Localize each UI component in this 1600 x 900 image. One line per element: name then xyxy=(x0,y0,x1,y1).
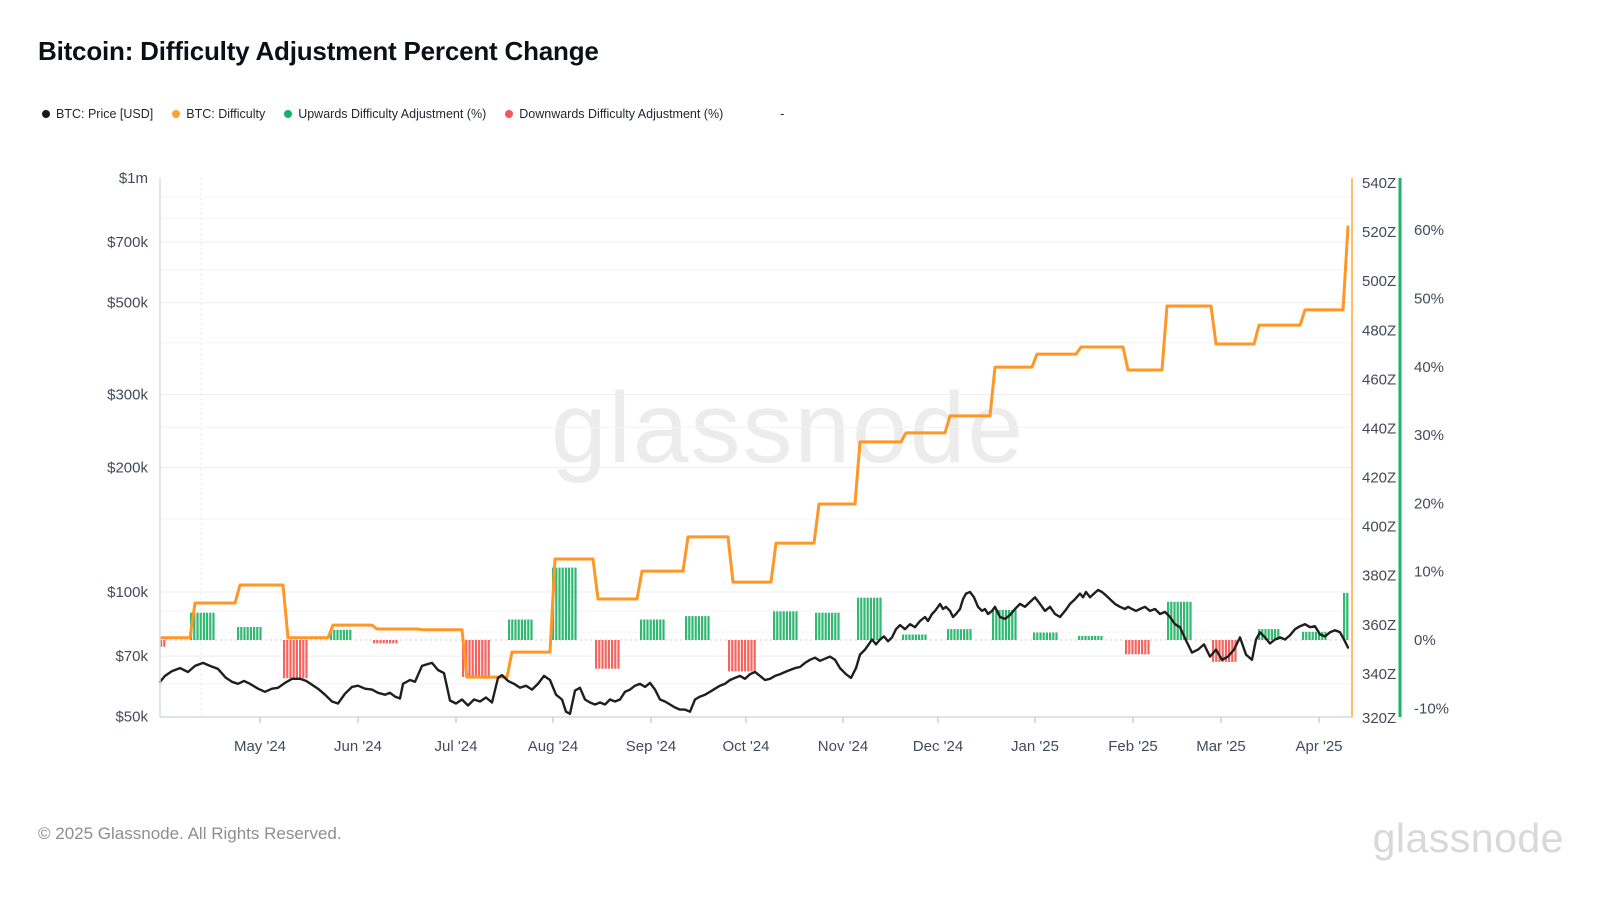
price-tick-label: $500k xyxy=(107,295,148,312)
x-tick-label: Aug '24 xyxy=(528,738,578,755)
x-tick-label: Feb '25 xyxy=(1108,738,1158,755)
percent-tick-label: 10% xyxy=(1414,564,1444,581)
legend-label: Downwards Difficulty Adjustment (%) xyxy=(519,107,724,121)
price-tick-label: $700k xyxy=(107,234,148,251)
percent-tick-label: 20% xyxy=(1414,495,1444,512)
price-tick-label: $200k xyxy=(107,459,148,476)
difficulty-tick-label: 340Z xyxy=(1362,666,1396,683)
price-line xyxy=(158,588,1350,715)
legend-label: BTC: Difficulty xyxy=(186,107,266,121)
legend-item-downwards-adjustment[interactable]: Downwards Difficulty Adjustment (%) xyxy=(505,107,723,121)
price-tick-label: $100k xyxy=(107,584,148,601)
legend-item-price[interactable]: BTC: Price [USD] xyxy=(42,107,153,121)
x-tick-label: Oct '24 xyxy=(722,738,769,755)
percent-tick-label: 0% xyxy=(1414,632,1436,649)
difficulty-tick-label: 400Z xyxy=(1362,519,1396,536)
x-tick-label: Apr '25 xyxy=(1295,738,1342,755)
x-tick-label: Dec '24 xyxy=(913,738,963,755)
x-tick-label: Mar '25 xyxy=(1196,738,1246,755)
legend-label: BTC: Price [USD] xyxy=(56,107,154,121)
difficulty-adjustment-bars xyxy=(160,567,1349,679)
difficulty-tick-label: 440Z xyxy=(1362,420,1396,437)
price-tick-label: $70k xyxy=(115,648,148,665)
percent-tick-label: -10% xyxy=(1414,700,1449,717)
x-tick-label: Nov '24 xyxy=(818,738,868,755)
percent-tick-label: 40% xyxy=(1414,359,1444,376)
difficulty-tick-label: 460Z xyxy=(1362,371,1396,388)
upwards-legend-dot-icon xyxy=(284,110,293,118)
glassnode-watermark: glassnode xyxy=(551,372,1025,484)
price-tick-label: $300k xyxy=(107,387,148,404)
price-tick-label: $50k xyxy=(115,709,148,726)
x-tick-label: Sep '24 xyxy=(626,738,676,755)
price-tick-label: $1m xyxy=(119,170,148,187)
difficulty-line xyxy=(160,225,1350,679)
percent-tick-label: 50% xyxy=(1414,291,1444,308)
difficulty-legend-dot-icon xyxy=(172,110,181,118)
downwards-legend-dot-icon xyxy=(505,110,514,118)
difficulty-tick-label: 480Z xyxy=(1362,322,1396,339)
difficulty-tick-label: 360Z xyxy=(1362,617,1396,634)
copyright-text: © 2025 Glassnode. All Rights Reserved. xyxy=(38,824,342,843)
percent-tick-label: 30% xyxy=(1414,427,1444,444)
legend: BTC: Price [USD] BTC: Difficulty Upwards… xyxy=(42,107,784,121)
legend-dash: - xyxy=(780,107,785,121)
glassnode-logo: glassnode xyxy=(1372,815,1564,861)
legend-item-difficulty[interactable]: BTC: Difficulty xyxy=(172,107,265,121)
legend-label: Upwards Difficulty Adjustment (%) xyxy=(298,107,487,121)
x-tick-label: Jun '24 xyxy=(334,738,382,755)
difficulty-tick-label: 420Z xyxy=(1362,470,1396,487)
difficulty-tick-label: 500Z xyxy=(1362,273,1396,290)
difficulty-tick-label: 380Z xyxy=(1362,568,1396,585)
legend-item-upwards-adjustment[interactable]: Upwards Difficulty Adjustment (%) xyxy=(284,107,486,121)
x-tick-label: May '24 xyxy=(234,738,286,755)
difficulty-tick-label: 520Z xyxy=(1362,224,1396,241)
price-legend-dot-icon xyxy=(42,110,50,118)
page-title: Bitcoin: Difficulty Adjustment Percent C… xyxy=(38,36,599,66)
percent-tick-label: 60% xyxy=(1414,222,1444,239)
x-tick-label: Jan '25 xyxy=(1011,738,1059,755)
difficulty-tick-label: 320Z xyxy=(1362,710,1396,727)
x-tick-label: Jul '24 xyxy=(435,738,478,755)
difficulty-tick-label: 540Z xyxy=(1362,175,1396,192)
